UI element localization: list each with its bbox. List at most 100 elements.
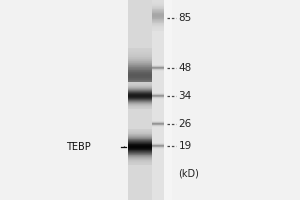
Bar (128, 140, 152, 141)
Bar (128, 94, 152, 95)
Bar (128, 99, 152, 100)
Bar (128, 52, 152, 53)
Bar (128, 77, 152, 78)
Bar (152, 29, 164, 30)
Bar (128, 99, 152, 100)
Bar (152, 16, 164, 17)
Bar (152, 28, 164, 29)
Bar (128, 133, 152, 134)
Bar (128, 89, 152, 90)
Bar (128, 88, 152, 89)
Bar (128, 55, 152, 56)
Bar (128, 103, 152, 104)
Bar (152, 66, 164, 67)
Bar (128, 70, 152, 71)
Bar (128, 146, 152, 147)
Bar (128, 63, 152, 64)
Bar (152, 19, 164, 20)
Bar (128, 96, 152, 97)
Bar (128, 155, 152, 156)
Bar (128, 64, 152, 65)
Bar (128, 136, 152, 137)
Bar (152, 96, 164, 97)
Bar (152, 22, 164, 23)
Bar (128, 129, 152, 130)
Bar (152, 144, 164, 145)
Bar (128, 65, 152, 66)
Bar (128, 99, 152, 100)
Bar (152, 3, 164, 4)
Text: (kD): (kD) (178, 169, 200, 179)
Bar (128, 76, 152, 77)
Bar (152, 145, 164, 146)
Bar (128, 102, 152, 103)
Bar (128, 58, 152, 59)
Bar (128, 49, 152, 50)
Bar (128, 101, 152, 102)
Bar (128, 78, 152, 79)
Bar (128, 134, 152, 135)
Bar (128, 67, 152, 68)
Bar (152, 124, 164, 125)
Bar (152, 11, 164, 12)
Bar (128, 0, 152, 200)
Bar (128, 62, 152, 63)
Bar (128, 88, 152, 89)
Bar (128, 139, 152, 140)
Bar (152, 8, 164, 9)
Bar (128, 105, 152, 106)
Bar (128, 131, 152, 132)
Bar (128, 86, 152, 87)
Bar (128, 141, 152, 142)
Bar (152, 0, 164, 200)
Bar (128, 97, 152, 98)
Bar (128, 82, 152, 83)
Bar (128, 149, 152, 150)
Bar (128, 142, 152, 143)
Bar (128, 100, 152, 101)
Bar (128, 143, 152, 144)
Bar (152, 15, 164, 16)
Bar (128, 153, 152, 154)
Bar (128, 137, 152, 138)
Bar (128, 144, 152, 145)
Bar (152, 7, 164, 8)
Bar (152, 98, 164, 99)
Bar (128, 154, 152, 155)
Bar (152, 148, 164, 149)
Text: 26: 26 (178, 119, 192, 129)
Bar (128, 54, 152, 55)
Bar (128, 59, 152, 60)
Bar (152, 121, 164, 122)
Bar (128, 95, 152, 96)
Bar (128, 164, 152, 165)
Bar (128, 163, 152, 164)
Bar (128, 89, 152, 90)
Bar (152, 23, 164, 24)
Bar (128, 156, 152, 157)
Text: 48: 48 (178, 63, 192, 73)
Bar (128, 148, 152, 149)
Bar (152, 68, 164, 69)
Bar (128, 161, 152, 162)
Bar (152, 125, 164, 126)
Bar (128, 102, 152, 103)
Bar (128, 61, 152, 62)
Bar (152, 27, 164, 28)
Bar (152, 12, 164, 13)
Bar (128, 82, 152, 83)
Bar (152, 19, 164, 20)
Bar (128, 98, 152, 99)
Bar (128, 135, 152, 136)
Bar (128, 87, 152, 88)
Bar (128, 94, 152, 95)
Bar (128, 145, 152, 146)
Bar (152, 6, 164, 7)
Bar (152, 9, 164, 10)
Bar (152, 146, 164, 147)
Bar (128, 83, 152, 84)
Bar (128, 151, 152, 152)
Bar (128, 97, 152, 98)
Bar (152, 5, 164, 6)
Bar (152, 65, 164, 66)
